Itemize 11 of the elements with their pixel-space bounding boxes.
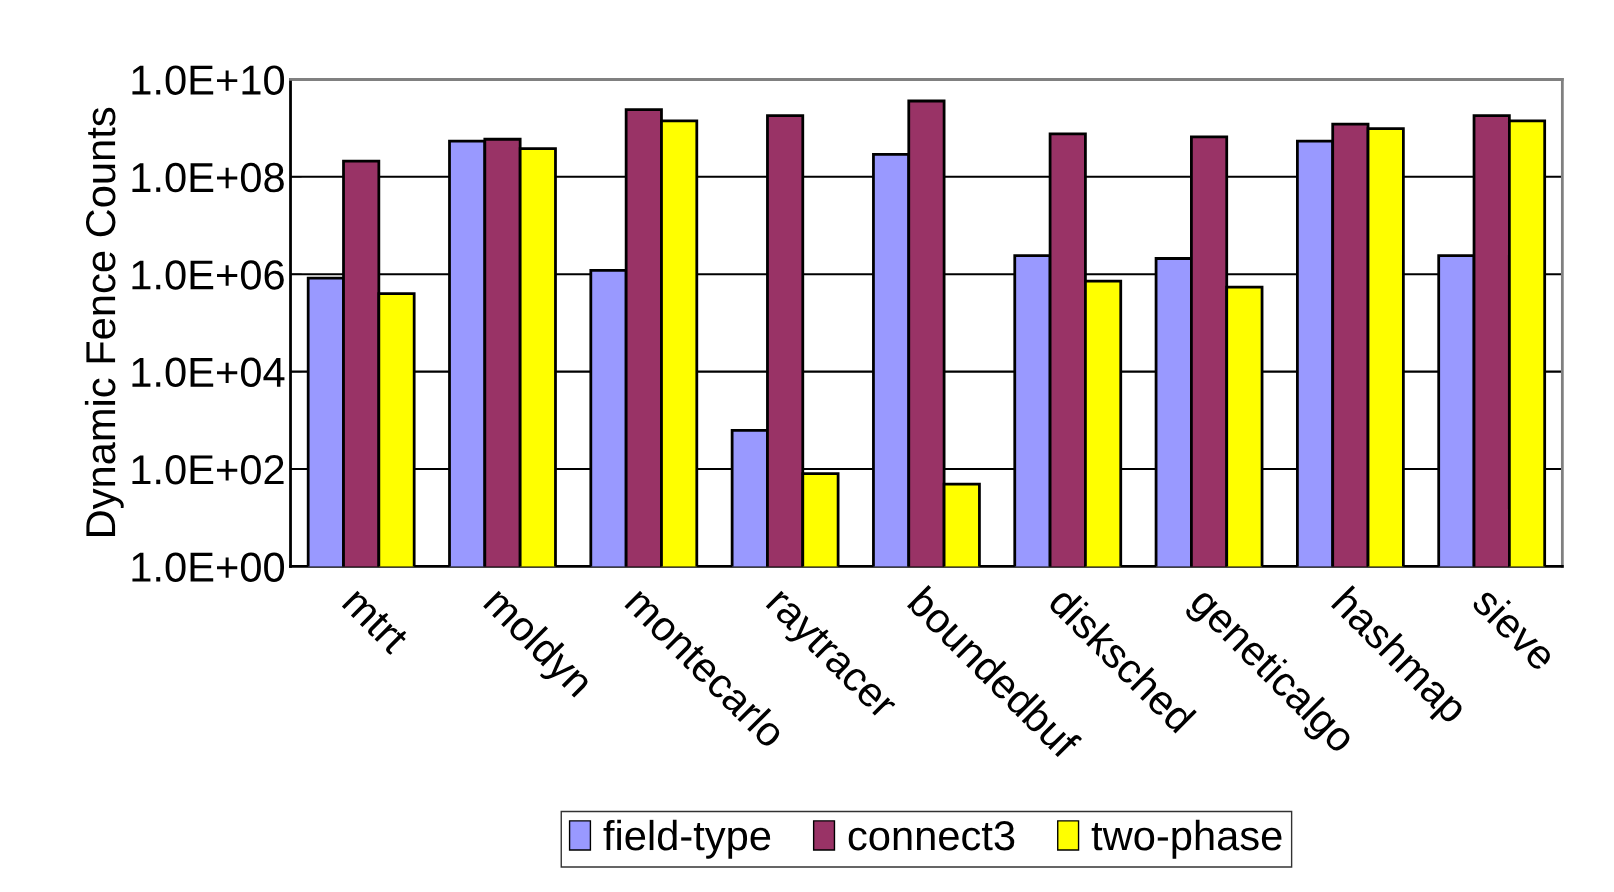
y-tick-label: 1.0E+08 (132, 162, 284, 193)
x-tick-label: mtrt (341, 587, 410, 656)
y-tick-label: 1.0E+10 (132, 65, 285, 95)
y-axis-title: Dynamic Fence Counts (84, 107, 124, 536)
legend-label: field-type (603, 819, 771, 859)
y-tick-label: 1.0E+00 (132, 552, 285, 582)
y-tick-label: 1.0E+06 (132, 260, 284, 290)
legend-label: connect3 (848, 820, 1015, 851)
legend-label: two-phase (1091, 819, 1282, 859)
y-tick-label: 1.0E+04 (132, 357, 285, 388)
y-tick-label: 1.0E+02 (132, 455, 284, 485)
